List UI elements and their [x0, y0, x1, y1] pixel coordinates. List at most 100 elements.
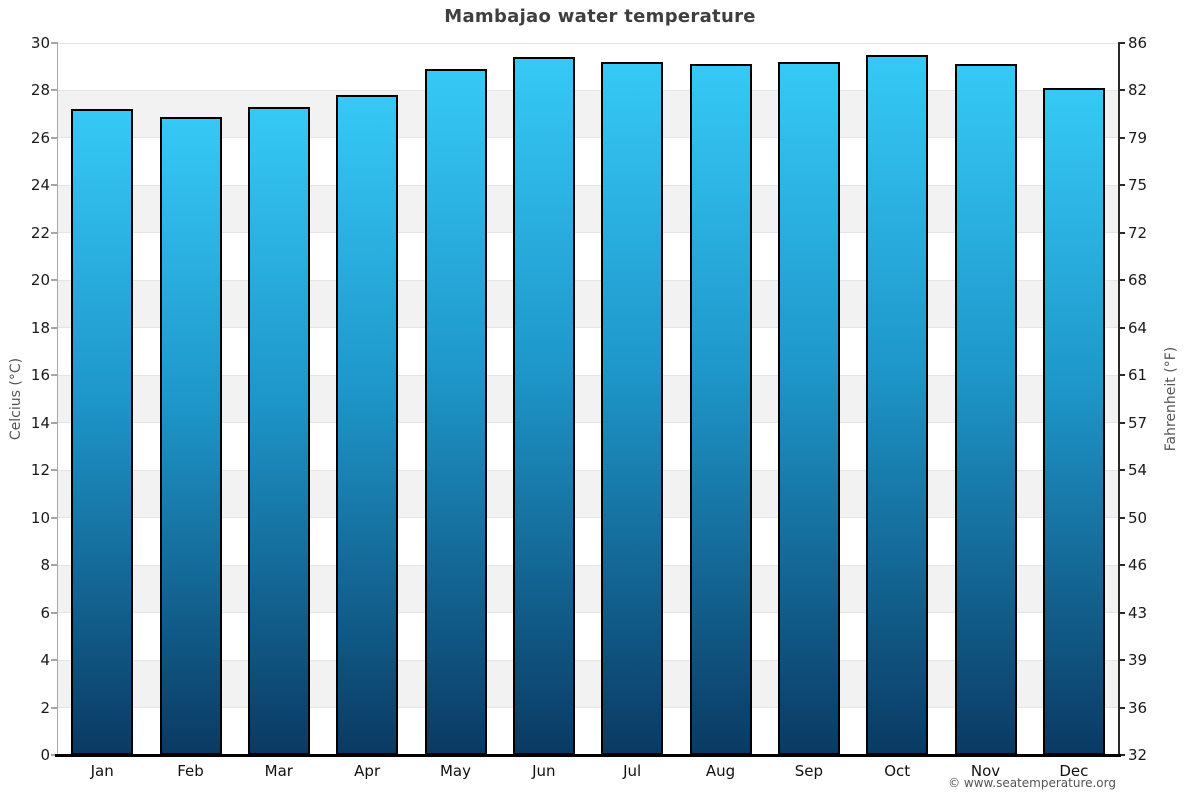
- tick-mark-left: [51, 611, 58, 614]
- y-tick-label-celsius: 12: [30, 461, 50, 480]
- y-tick-label-celsius: 22: [30, 223, 50, 242]
- y-tick-label-celsius: 30: [30, 34, 50, 52]
- x-tick-label-dec: Dec: [1059, 762, 1089, 780]
- y-tick-label-celsius: 20: [30, 271, 50, 290]
- y-axis-line-right: [1118, 43, 1120, 755]
- gridline: [58, 707, 1118, 709]
- tick-mark-right: [1118, 659, 1125, 662]
- tick-mark-right: [1118, 89, 1125, 92]
- watermark: © www.seatemperature.org: [948, 776, 1116, 790]
- tick-mark-left: [51, 89, 58, 92]
- plot-band: [58, 327, 1118, 376]
- gridline: [58, 612, 1118, 614]
- y-tick-label-fahrenheit: 75: [1128, 176, 1148, 195]
- gridline: [58, 564, 1118, 566]
- y-tick-label-fahrenheit: 86: [1128, 34, 1148, 52]
- x-tick-label-nov: Nov: [970, 762, 1001, 780]
- x-axis-line: [55, 754, 1121, 757]
- gridline: [58, 42, 1118, 44]
- tick-mark-right: [1118, 706, 1125, 709]
- y-tick-label-fahrenheit: 64: [1128, 318, 1148, 337]
- y-tick-label-fahrenheit: 43: [1128, 603, 1148, 622]
- y-tick-label-fahrenheit: 82: [1128, 81, 1148, 100]
- plot-band: [58, 280, 1118, 328]
- y-tick-label-celsius: 0: [40, 746, 50, 764]
- tick-mark-right: [1118, 374, 1125, 377]
- x-tick-label-may: May: [439, 762, 471, 780]
- y-tick-label-celsius: 14: [30, 413, 50, 432]
- tick-mark-left: [51, 516, 58, 519]
- tick-mark-right: [1118, 136, 1125, 139]
- bar-dec: [1042, 88, 1105, 755]
- y-tick-label-fahrenheit: 54: [1128, 461, 1148, 480]
- tick-mark-right: [1118, 754, 1125, 756]
- y-tick-label-celsius: 4: [40, 651, 50, 670]
- x-tick-label-jul: Jul: [623, 762, 642, 780]
- y-tick-label-fahrenheit: 57: [1128, 413, 1148, 432]
- gridline: [58, 374, 1118, 376]
- gridline: [58, 279, 1118, 281]
- plot-band: [58, 565, 1118, 613]
- tick-mark-right: [1118, 421, 1125, 424]
- x-tick-label-mar: Mar: [264, 762, 293, 780]
- tick-mark-left: [51, 279, 58, 282]
- tick-mark-left: [51, 42, 58, 44]
- bar-jan: [71, 109, 134, 755]
- y-tick-label-celsius: 26: [30, 128, 50, 147]
- y-tick-label-fahrenheit: 32: [1128, 746, 1148, 764]
- tick-mark-right: [1118, 516, 1125, 519]
- gridline: [58, 327, 1118, 329]
- plot-band: [58, 185, 1118, 233]
- y-tick-label-fahrenheit: 79: [1128, 128, 1148, 147]
- y-tick-label-fahrenheit: 68: [1128, 271, 1148, 290]
- y-tick-label-fahrenheit: 46: [1128, 556, 1148, 575]
- x-tick-label-jun: Jun: [532, 762, 556, 780]
- chart-title: Mambajao water temperature: [444, 6, 756, 27]
- plot-band: [58, 232, 1118, 281]
- bar-may: [424, 69, 487, 755]
- y-tick-label-fahrenheit: 72: [1128, 223, 1148, 242]
- y-tick-label-celsius: 24: [30, 176, 50, 195]
- tick-mark-right: [1118, 42, 1125, 44]
- plot-band: [58, 470, 1118, 518]
- gridline: [58, 89, 1118, 91]
- y-tick-label-fahrenheit: 61: [1128, 366, 1148, 385]
- gridline: [58, 469, 1118, 471]
- tick-mark-left: [51, 421, 58, 424]
- tick-mark-left: [51, 231, 58, 234]
- x-tick-label-sep: Sep: [794, 762, 823, 780]
- y-tick-label-fahrenheit: 50: [1128, 508, 1148, 527]
- y-tick-label-celsius: 8: [40, 556, 50, 575]
- bar-mar: [247, 107, 310, 755]
- tick-mark-right: [1118, 279, 1125, 282]
- y-tick-label-celsius: 18: [30, 318, 50, 337]
- gridline: [58, 659, 1118, 661]
- x-tick-label-apr: Apr: [354, 762, 381, 780]
- plot-band: [58, 517, 1118, 566]
- tick-mark-right: [1118, 469, 1125, 472]
- tick-mark-right: [1118, 564, 1125, 567]
- tick-mark-left: [51, 136, 58, 139]
- plot-band: [58, 422, 1118, 471]
- tick-mark-left: [51, 184, 58, 187]
- y-axis-title-celsius: Celcius (°C): [8, 357, 24, 441]
- bar-sep: [777, 61, 840, 755]
- tick-mark-left: [51, 706, 58, 709]
- bar-jul: [601, 61, 664, 755]
- x-tick-label-feb: Feb: [177, 762, 204, 780]
- y-tick-label-celsius: 28: [30, 81, 50, 100]
- y-axis-title-fahrenheit: Fahrenheit (°F): [1163, 346, 1179, 452]
- bar-jun: [512, 57, 575, 755]
- tick-mark-left: [51, 754, 58, 756]
- bar-aug: [689, 64, 752, 755]
- y-tick-label-celsius: 16: [30, 366, 50, 385]
- plot-band: [58, 707, 1118, 755]
- gridline: [58, 137, 1118, 139]
- gridline: [58, 422, 1118, 424]
- plot-band: [58, 90, 1118, 138]
- plot-band: [58, 43, 1118, 91]
- y-tick-label-fahrenheit: 39: [1128, 651, 1148, 670]
- bar-nov: [954, 64, 1017, 755]
- tick-mark-right: [1118, 326, 1125, 329]
